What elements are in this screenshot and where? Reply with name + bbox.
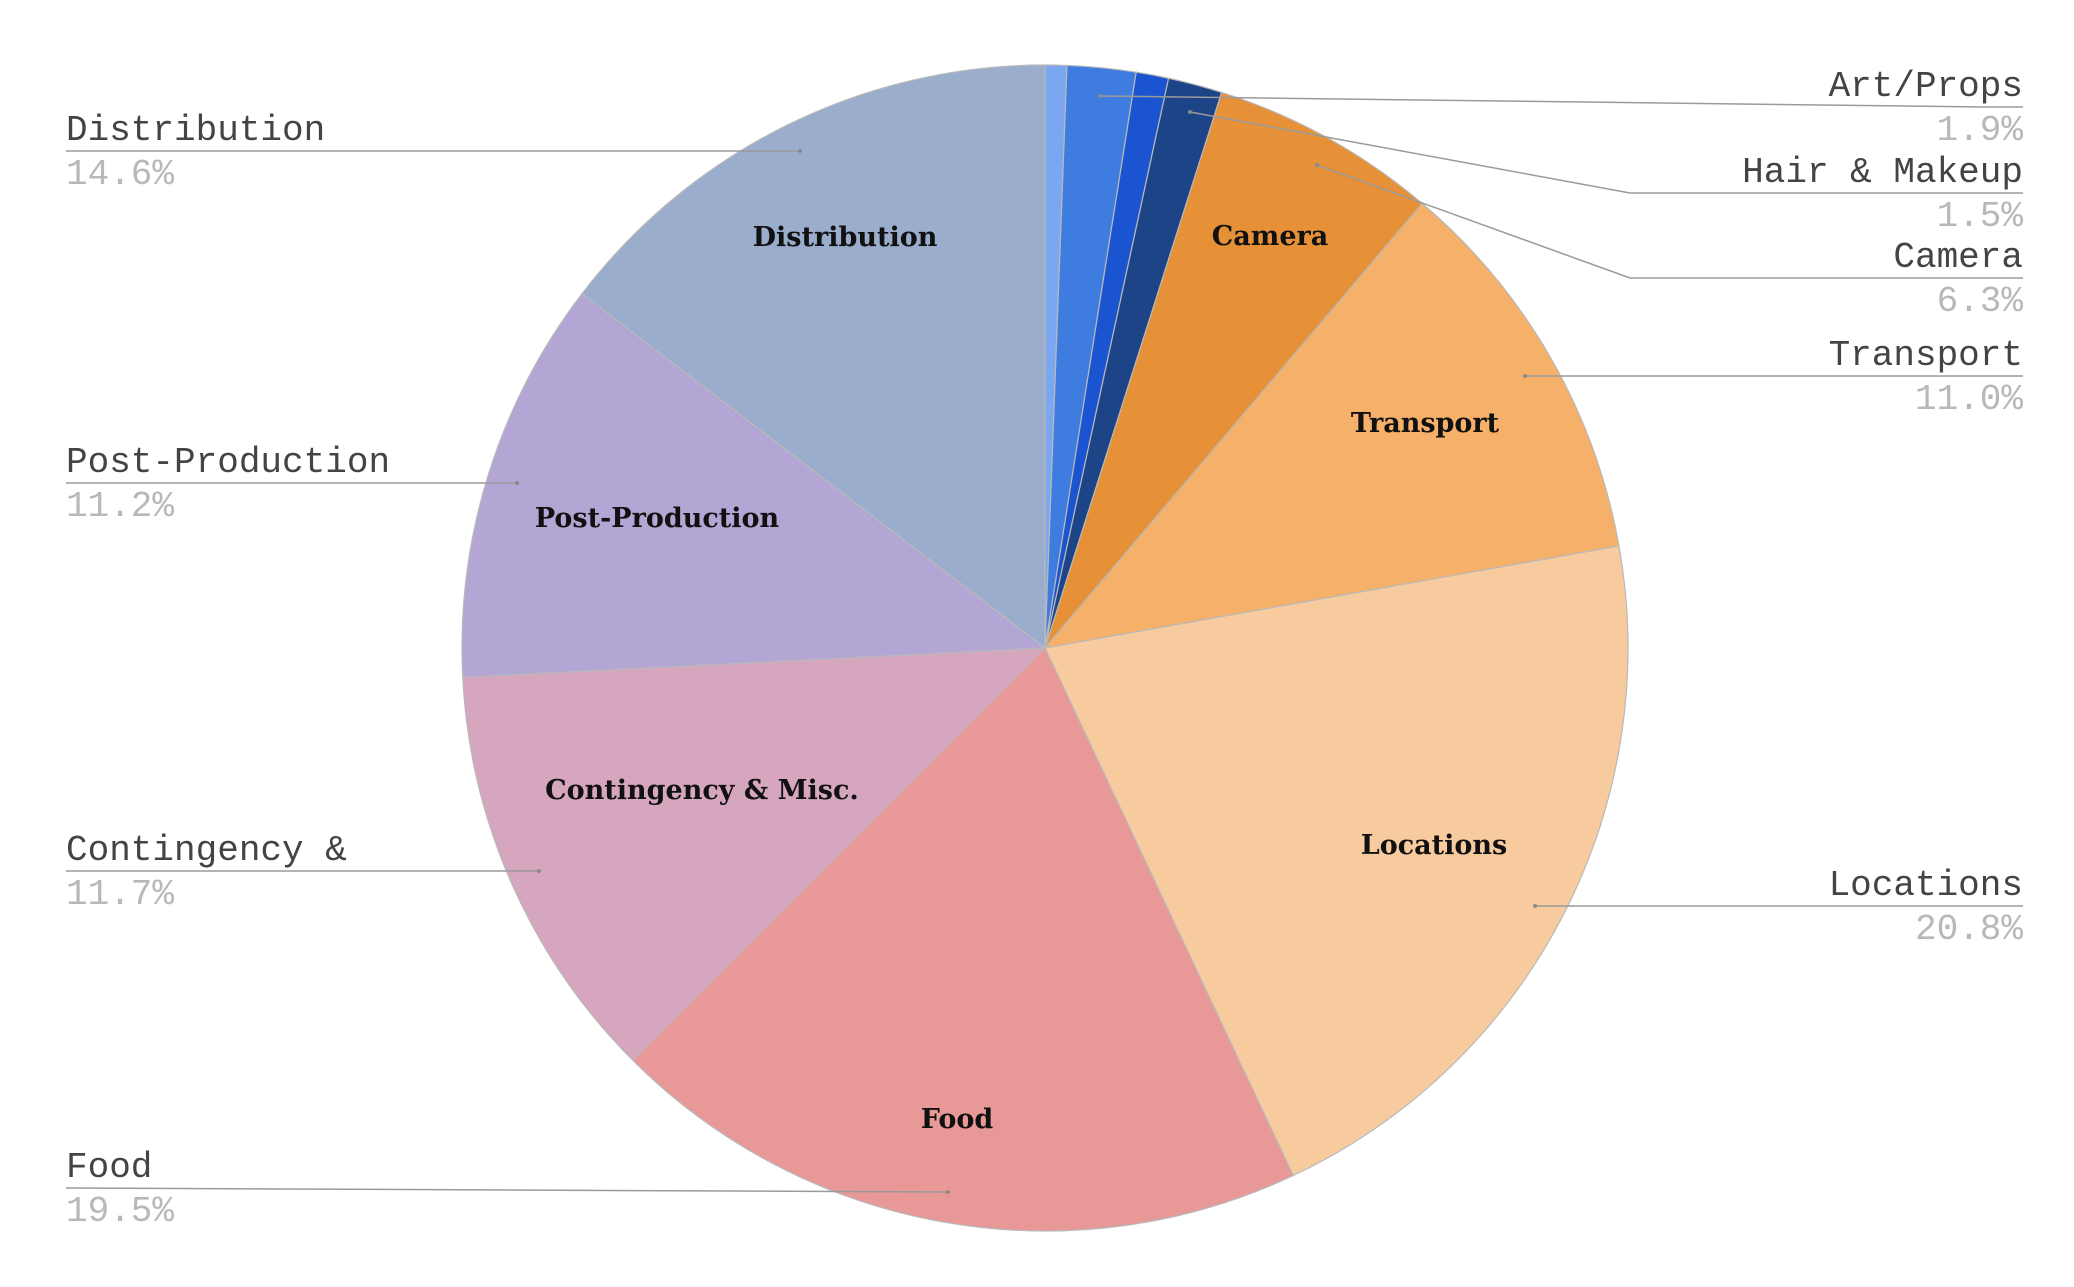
inside-label-post-production: Post-Production [535, 503, 780, 534]
leader-lines [65, 94, 2023, 1194]
outside-percent-contingency: 11.7% [66, 874, 174, 915]
leader-dot-contingency [537, 869, 541, 873]
outside-percent-art-props: 1.9% [1937, 110, 2024, 151]
outside-percent-locations: 20.8% [1915, 909, 2023, 950]
inside-labels: Camera Transport Locations Food Contingency … [535, 221, 1507, 1135]
inside-label-locations: Locations [1361, 830, 1508, 861]
leader-dot-hair-makeup [1188, 110, 1192, 114]
slice-locations [1044, 545, 1629, 1177]
leader-line-art-props [1099, 95, 2023, 108]
leader-dot-food [946, 1190, 950, 1194]
leader-line-camera [1316, 164, 2023, 279]
leader-dot-camera [1315, 163, 1319, 167]
outside-label-hair-makeup: Hair & Makeup [1742, 152, 2023, 193]
leader-line-hair-makeup [1189, 111, 2023, 194]
outside-label-art-props: Art/Props [1829, 66, 2023, 107]
slice-post-production [461, 292, 1047, 678]
outside-percent-food: 19.5% [66, 1191, 174, 1232]
leader-dot-transport [1523, 374, 1527, 378]
inside-label-contingency-misc: Contingency & Misc. [545, 775, 859, 806]
slice-contingency-misc [462, 647, 1047, 1062]
inside-label-food: Food [921, 1104, 994, 1135]
slice-food [631, 646, 1295, 1232]
leader-dot-locations [1533, 904, 1537, 908]
inside-label-camera: Camera [1212, 221, 1328, 252]
pie-slices [461, 64, 1629, 1232]
outside-label-contingency: Contingency & [66, 830, 347, 871]
outside-percent-distribution: 14.6% [66, 154, 174, 195]
slice-transport [1043, 202, 1620, 649]
leader-dot-art-props [1098, 94, 1102, 98]
outside-label-post-production: Post-Production [66, 442, 390, 483]
inside-label-distribution: Distribution [753, 222, 938, 253]
outside-label-food: Food [66, 1147, 152, 1188]
outside-label-distribution: Distribution [66, 110, 325, 151]
leader-dot-distribution [798, 149, 802, 153]
leader-dot-post-production [515, 481, 519, 485]
outside-percent-camera: 6.3% [1937, 281, 2024, 322]
leader-line-food [65, 1187, 949, 1193]
slice-distribution [581, 64, 1046, 650]
outside-percent-post-production: 11.2% [66, 486, 174, 527]
inside-label-transport: Transport [1351, 408, 1500, 439]
outside-percent-transport: 11.0% [1915, 379, 2023, 420]
outside-label-locations: Locations [1829, 865, 2023, 906]
outside-label-transport: Transport [1829, 335, 2023, 376]
outside-percent-hair-makeup: 1.5% [1937, 196, 2024, 237]
outside-label-camera: Camera [1893, 237, 2023, 278]
